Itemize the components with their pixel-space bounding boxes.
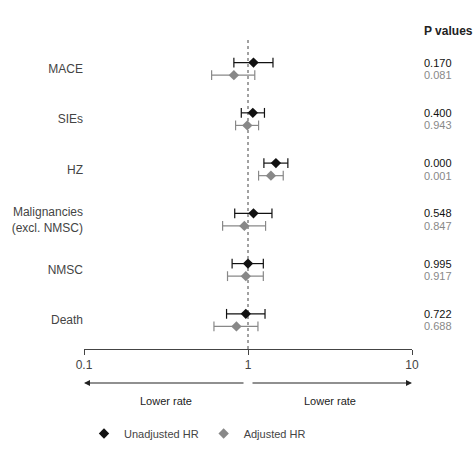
svg-text:0.847: 0.847 <box>424 220 452 232</box>
svg-text:0.995: 0.995 <box>424 258 452 270</box>
svg-text:HZ: HZ <box>67 163 83 177</box>
svg-text:Lower rate: Lower rate <box>140 395 192 407</box>
svg-text:0.688: 0.688 <box>424 320 452 332</box>
svg-text:0.400: 0.400 <box>424 107 452 119</box>
svg-text:0.943: 0.943 <box>424 119 452 131</box>
svg-text:Adjusted HR: Adjusted HR <box>244 428 306 440</box>
svg-text:0.081: 0.081 <box>424 69 452 81</box>
svg-text:0.001: 0.001 <box>424 170 452 182</box>
svg-text:Lower rate: Lower rate <box>304 395 356 407</box>
svg-text:1: 1 <box>245 358 252 372</box>
svg-text:0.722: 0.722 <box>424 308 452 320</box>
svg-text:0.1: 0.1 <box>76 358 93 372</box>
svg-text:10: 10 <box>405 358 419 372</box>
svg-text:0.548: 0.548 <box>424 207 452 219</box>
svg-text:0.917: 0.917 <box>424 270 452 282</box>
svg-text:P values: P values <box>424 24 473 38</box>
svg-text:SIEs: SIEs <box>58 112 83 126</box>
svg-text:MACE: MACE <box>48 62 83 76</box>
svg-text:Death: Death <box>51 313 83 327</box>
svg-text:0.170: 0.170 <box>424 57 452 69</box>
svg-text:0.000: 0.000 <box>424 157 452 169</box>
svg-text:Unadjusted HR: Unadjusted HR <box>124 428 199 440</box>
svg-text:NMSC: NMSC <box>48 263 84 277</box>
svg-text:Malignancies(excl. NMSC): Malignancies(excl. NMSC) <box>12 205 83 235</box>
